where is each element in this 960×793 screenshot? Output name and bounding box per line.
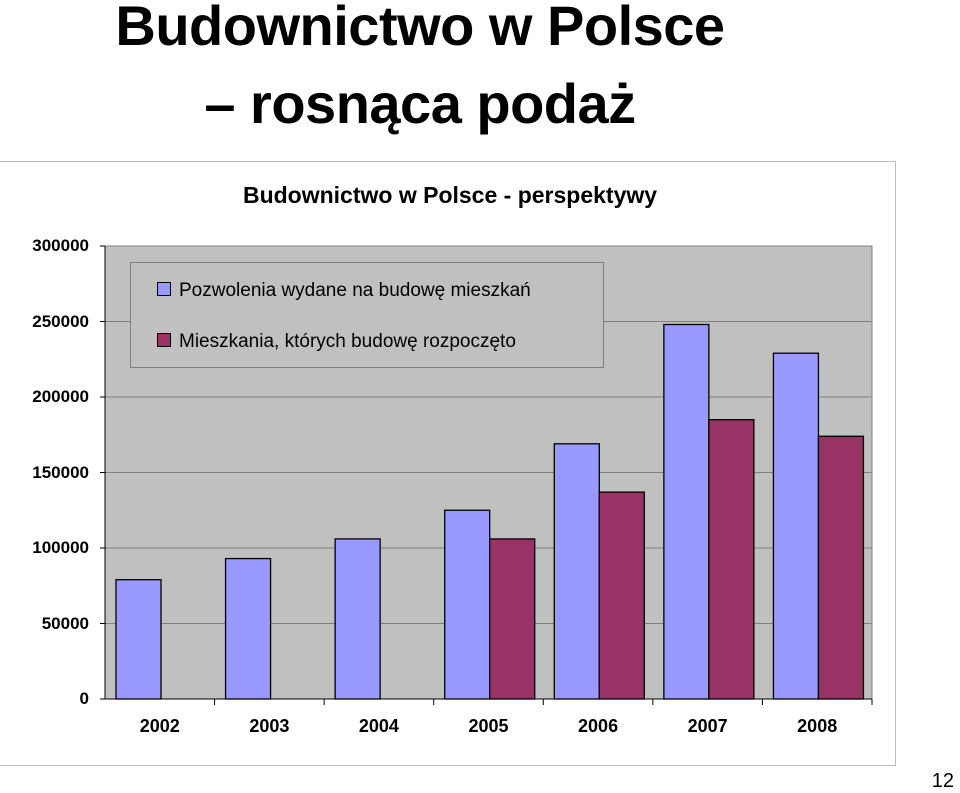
slide-title-line1: Budownictwo w Polsce xyxy=(115,0,725,57)
chart-legend: Pozwolenia wydane na budowę mieszkań Mie… xyxy=(130,262,604,368)
legend-swatch-permits xyxy=(157,281,171,296)
bar-starts-2006 xyxy=(598,491,645,700)
slide-title: Budownictwo w Polsce – rosnąca podaż xyxy=(0,0,960,134)
legend-item-permits: Pozwolenia wydane na budowę mieszkań xyxy=(157,280,531,302)
x-tick-label: 2002 xyxy=(139,716,180,736)
bar-starts-2005 xyxy=(489,538,536,700)
bar-permits-2008 xyxy=(772,352,820,700)
bar-starts-2007 xyxy=(708,418,755,700)
legend-label-starts: Mieszkania, których budowę rozpoczęto xyxy=(179,331,516,352)
slide-title-line2: – rosnąca podaż xyxy=(204,72,636,135)
bar-permits-2006 xyxy=(553,443,600,700)
bar-permits-2003 xyxy=(224,557,272,700)
legend-item-starts: Mieszkania, których budowę rozpoczęto xyxy=(157,331,516,353)
y-tick-label: 300000 xyxy=(32,236,89,255)
y-tick-label: 200000 xyxy=(32,387,89,406)
x-tick-label: 2003 xyxy=(249,716,290,736)
x-tick-label: 2006 xyxy=(578,716,619,736)
bar-permits-2007 xyxy=(663,323,710,700)
x-tick-label: 2004 xyxy=(358,716,399,736)
x-tick-label: 2005 xyxy=(468,716,509,736)
bar-permits-2002 xyxy=(115,579,162,700)
y-tick-label: 250000 xyxy=(32,311,89,331)
x-tick-label: 2008 xyxy=(797,716,838,736)
legend-swatch-starts xyxy=(157,332,171,347)
bar-permits-2005 xyxy=(444,509,491,700)
bar-permits-2004 xyxy=(334,538,381,700)
y-tick-label: 50000 xyxy=(41,613,89,633)
x-tick-label: 2007 xyxy=(687,716,728,736)
chart-title: Budownictwo w Polsce - perspektywy xyxy=(242,182,658,208)
y-tick-label: 100000 xyxy=(32,538,89,557)
y-tick-label: 0 xyxy=(79,689,89,708)
bar-starts-2008 xyxy=(817,435,865,700)
y-tick-label: 150000 xyxy=(32,462,89,482)
legend-label-permits: Pozwolenia wydane na budowę mieszkań xyxy=(179,280,531,301)
page-number: 12 xyxy=(931,770,954,792)
